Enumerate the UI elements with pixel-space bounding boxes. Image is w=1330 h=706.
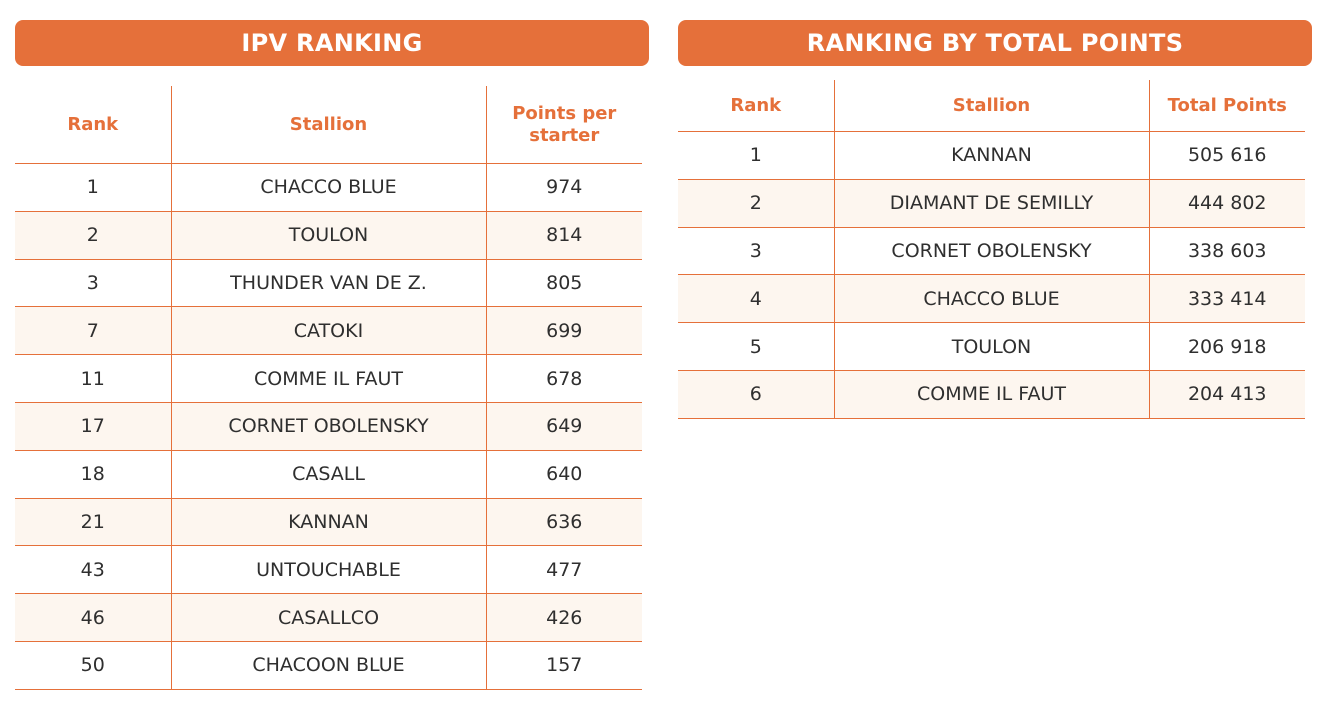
- rank-cell: 5: [678, 322, 834, 371]
- table-header-row: Rank Stallion Points per starter: [15, 86, 642, 164]
- table-row: 11 COMME IL FAUT 678: [15, 354, 642, 403]
- table-row: 17 CORNET OBOLENSKY 649: [15, 402, 642, 451]
- rank-cell: 21: [15, 498, 171, 547]
- points-cell: 338 603: [1148, 227, 1305, 276]
- rank-cell: 11: [15, 354, 171, 403]
- points-cell: 444 802: [1148, 179, 1305, 228]
- table-row: 50 CHACOON BLUE 157: [15, 641, 642, 690]
- points-cell: 805: [485, 259, 642, 308]
- stallion-cell: CORNET OBOLENSKY: [170, 402, 486, 451]
- points-cell: 477: [485, 545, 642, 595]
- ipv-ranking-panel: IPV RANKING Rank Stallion Points per sta…: [15, 20, 649, 690]
- total-points-header: Total Points: [1148, 80, 1305, 132]
- stallion-header: Stallion: [170, 86, 486, 164]
- stallion-cell: DIAMANT DE SEMILLY: [833, 179, 1149, 228]
- points-cell: 640: [485, 450, 642, 499]
- points-cell: 636: [485, 498, 642, 547]
- rank-cell: 2: [15, 211, 171, 260]
- points-cell: 426: [485, 593, 642, 642]
- rank-cell: 3: [678, 227, 834, 276]
- table-row: 21 KANNAN 636: [15, 498, 642, 547]
- stallion-cell: CHACCO BLUE: [833, 274, 1149, 324]
- stallion-cell: CHACCO BLUE: [170, 163, 486, 212]
- stallion-cell: TOULON: [833, 322, 1149, 371]
- ipv-ranking-title: IPV RANKING: [15, 20, 649, 66]
- table-row: 7 CATOKI 699: [15, 306, 642, 356]
- stallion-cell: COMME IL FAUT: [833, 370, 1149, 419]
- points-cell: 814: [485, 211, 642, 260]
- points-per-starter-header: Points per starter: [485, 86, 642, 164]
- points-cell: 204 413: [1148, 370, 1305, 419]
- stallion-cell: CATOKI: [170, 306, 486, 356]
- stallion-cell: KANNAN: [833, 131, 1149, 180]
- stallion-cell: CASALLCO: [170, 593, 486, 642]
- table-row: 2 DIAMANT DE SEMILLY 444 802: [678, 179, 1305, 228]
- rank-cell: 2: [678, 179, 834, 228]
- stallion-header: Stallion: [833, 80, 1149, 132]
- table-row: 46 CASALLCO 426: [15, 593, 642, 642]
- rank-cell: 7: [15, 306, 171, 356]
- stallion-cell: TOULON: [170, 211, 486, 260]
- total-points-panel: RANKING BY TOTAL POINTS Rank Stallion To…: [678, 20, 1312, 419]
- rank-cell: 1: [678, 131, 834, 180]
- stallion-cell: CASALL: [170, 450, 486, 499]
- table-row: 18 CASALL 640: [15, 450, 642, 499]
- points-cell: 699: [485, 306, 642, 356]
- table-row: 3 THUNDER VAN DE Z. 805: [15, 259, 642, 308]
- points-cell: 678: [485, 354, 642, 403]
- rank-cell: 17: [15, 402, 171, 451]
- stallion-cell: THUNDER VAN DE Z.: [170, 259, 486, 308]
- table-row: 1 KANNAN 505 616: [678, 131, 1305, 180]
- stallion-cell: CORNET OBOLENSKY: [833, 227, 1149, 276]
- table-row: 1 CHACCO BLUE 974: [15, 163, 642, 212]
- stallion-cell: KANNAN: [170, 498, 486, 547]
- total-points-table: Rank Stallion Total Points 1 KANNAN 505 61…: [678, 80, 1305, 419]
- rank-cell: 43: [15, 545, 171, 595]
- ipv-ranking-table: Rank Stallion Points per starter 1 CHACCO…: [15, 86, 642, 690]
- rank-cell: 1: [15, 163, 171, 212]
- table-row: 43 UNTOUCHABLE 477: [15, 545, 642, 595]
- rank-header: Rank: [15, 86, 171, 164]
- rank-cell: 46: [15, 593, 171, 642]
- total-points-title: RANKING BY TOTAL POINTS: [678, 20, 1312, 66]
- points-cell: 505 616: [1148, 131, 1305, 180]
- rank-cell: 18: [15, 450, 171, 499]
- points-cell: 333 414: [1148, 274, 1305, 324]
- table-row: 6 COMME IL FAUT 204 413: [678, 370, 1305, 419]
- rank-cell: 50: [15, 641, 171, 690]
- points-cell: 157: [485, 641, 642, 690]
- stallion-cell: UNTOUCHABLE: [170, 545, 486, 595]
- points-cell: 206 918: [1148, 322, 1305, 371]
- table-row: 3 CORNET OBOLENSKY 338 603: [678, 227, 1305, 276]
- rank-cell: 6: [678, 370, 834, 419]
- table-header-row: Rank Stallion Total Points: [678, 80, 1305, 132]
- rank-cell: 3: [15, 259, 171, 308]
- table-row: 2 TOULON 814: [15, 211, 642, 260]
- rank-cell: 4: [678, 274, 834, 324]
- table-row: 4 CHACCO BLUE 333 414: [678, 274, 1305, 324]
- table-row: 5 TOULON 206 918: [678, 322, 1305, 371]
- points-cell: 974: [485, 163, 642, 212]
- stallion-cell: COMME IL FAUT: [170, 354, 486, 403]
- rank-header: Rank: [678, 80, 834, 132]
- points-cell: 649: [485, 402, 642, 451]
- stallion-cell: CHACOON BLUE: [170, 641, 486, 690]
